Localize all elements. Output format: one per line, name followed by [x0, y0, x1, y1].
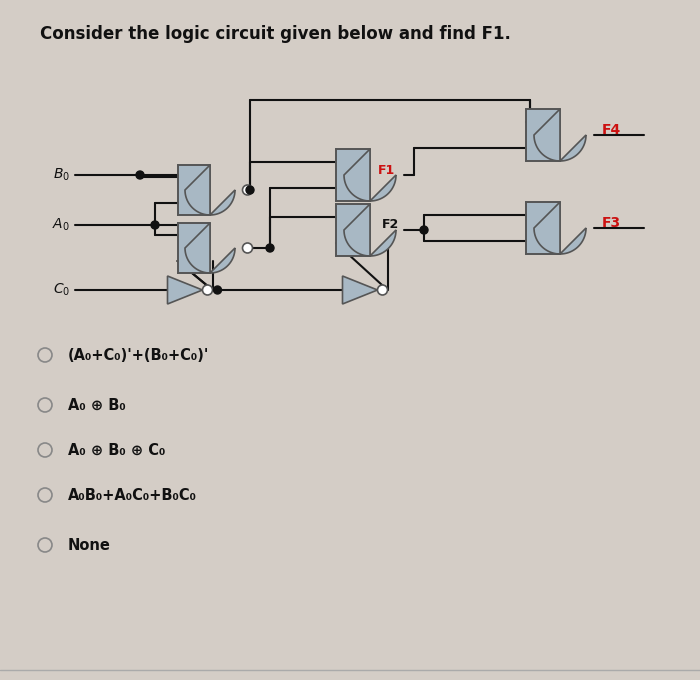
Polygon shape [167, 276, 202, 304]
Polygon shape [336, 204, 370, 256]
Polygon shape [534, 109, 586, 161]
Text: A₀ ⊕ B₀: A₀ ⊕ B₀ [68, 398, 126, 413]
Circle shape [420, 226, 428, 234]
Polygon shape [344, 204, 396, 256]
Polygon shape [534, 202, 586, 254]
Polygon shape [178, 165, 210, 215]
Polygon shape [344, 149, 396, 201]
Polygon shape [336, 149, 370, 201]
Text: F4: F4 [602, 123, 622, 137]
Polygon shape [342, 276, 377, 304]
Circle shape [214, 286, 221, 294]
Text: None: None [68, 537, 111, 552]
Circle shape [266, 244, 274, 252]
Text: A₀B₀+A₀C₀+B₀C₀: A₀B₀+A₀C₀+B₀C₀ [68, 488, 197, 503]
Text: A₀ ⊕ B₀ ⊕ C₀: A₀ ⊕ B₀ ⊕ C₀ [68, 443, 165, 458]
Circle shape [377, 285, 388, 295]
Text: F2: F2 [382, 218, 399, 231]
Circle shape [202, 285, 213, 295]
Text: Consider the logic circuit given below and find F1.: Consider the logic circuit given below a… [40, 25, 511, 43]
Circle shape [136, 171, 144, 179]
Text: $B_0$: $B_0$ [53, 167, 70, 183]
Text: (A₀+C₀)'+(B₀+C₀)': (A₀+C₀)'+(B₀+C₀)' [68, 347, 209, 362]
Polygon shape [185, 223, 235, 273]
Text: $A_0$: $A_0$ [52, 217, 70, 233]
Circle shape [242, 243, 253, 253]
Circle shape [151, 221, 159, 229]
Text: F1: F1 [378, 163, 395, 177]
Polygon shape [526, 109, 560, 161]
Polygon shape [178, 223, 210, 273]
Text: F3: F3 [602, 216, 621, 230]
Circle shape [246, 186, 254, 194]
Text: $C_0$: $C_0$ [52, 282, 70, 299]
Circle shape [242, 185, 253, 195]
Polygon shape [526, 202, 560, 254]
Polygon shape [185, 165, 235, 215]
